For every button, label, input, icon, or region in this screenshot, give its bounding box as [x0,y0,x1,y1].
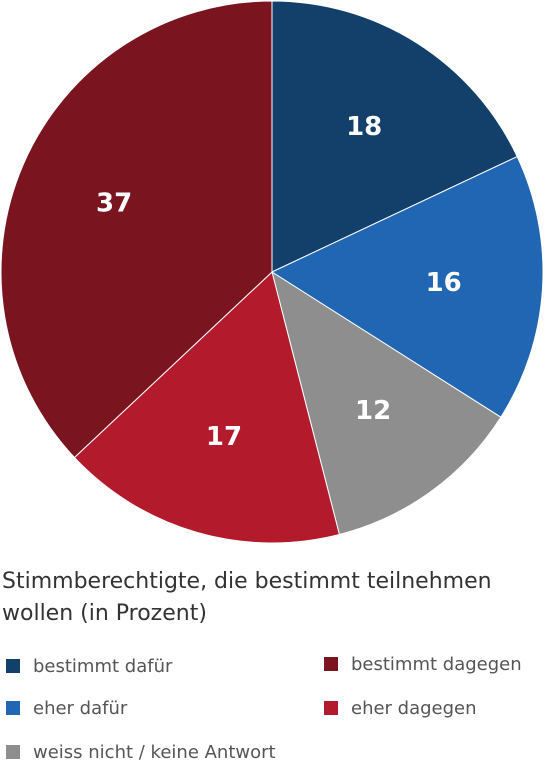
pie-value-label: 12 [355,396,391,426]
legend-swatch [6,659,20,673]
legend-swatch [6,745,20,759]
legend-label: eher dafür [33,697,128,719]
legend-swatch [324,657,338,671]
legend-label: weiss nicht / keine Antwort [33,741,276,763]
legend-swatch [6,701,20,715]
pie-slice-eher-daf-r [270,155,544,418]
legend-item-eher-dagegen: eher dagegen [324,694,477,722]
pie-slice-eher-dagegen [73,271,340,544]
pie-slices [0,0,544,544]
legend-item-eher-dafuer: eher dafür [6,694,127,722]
legend-swatch [324,701,338,715]
legend-item-bestimmt-dagegen: bestimmt dagegen [324,650,522,678]
pie-value-labels: 18 16 12 17 37 [96,112,462,452]
legend-label: eher dagegen [351,697,477,719]
pie-value-label: 37 [96,189,132,219]
pie-value-label: 18 [346,112,382,142]
pie-slice-bestimmt-daf-r [271,0,518,273]
pie-value-label: 16 [426,268,462,298]
pie-chart: 18 16 12 17 37 [0,0,544,544]
pie-slice-bestimmt-dagegen [0,0,273,459]
pie-slice-weiss-nicht-keine-antwort [271,270,502,536]
pie-value-label: 17 [206,422,242,452]
legend-label: bestimmt dagegen [351,653,522,675]
legend-item-weiss-nicht: weiss nicht / keine Antwort [6,738,276,766]
chart-caption: Stimmberechtigte, die bestimmt teilnehme… [2,569,492,626]
legend-label: bestimmt dafür [33,655,173,677]
legend-item-bestimmt-dafuer: bestimmt dafür [6,652,172,680]
